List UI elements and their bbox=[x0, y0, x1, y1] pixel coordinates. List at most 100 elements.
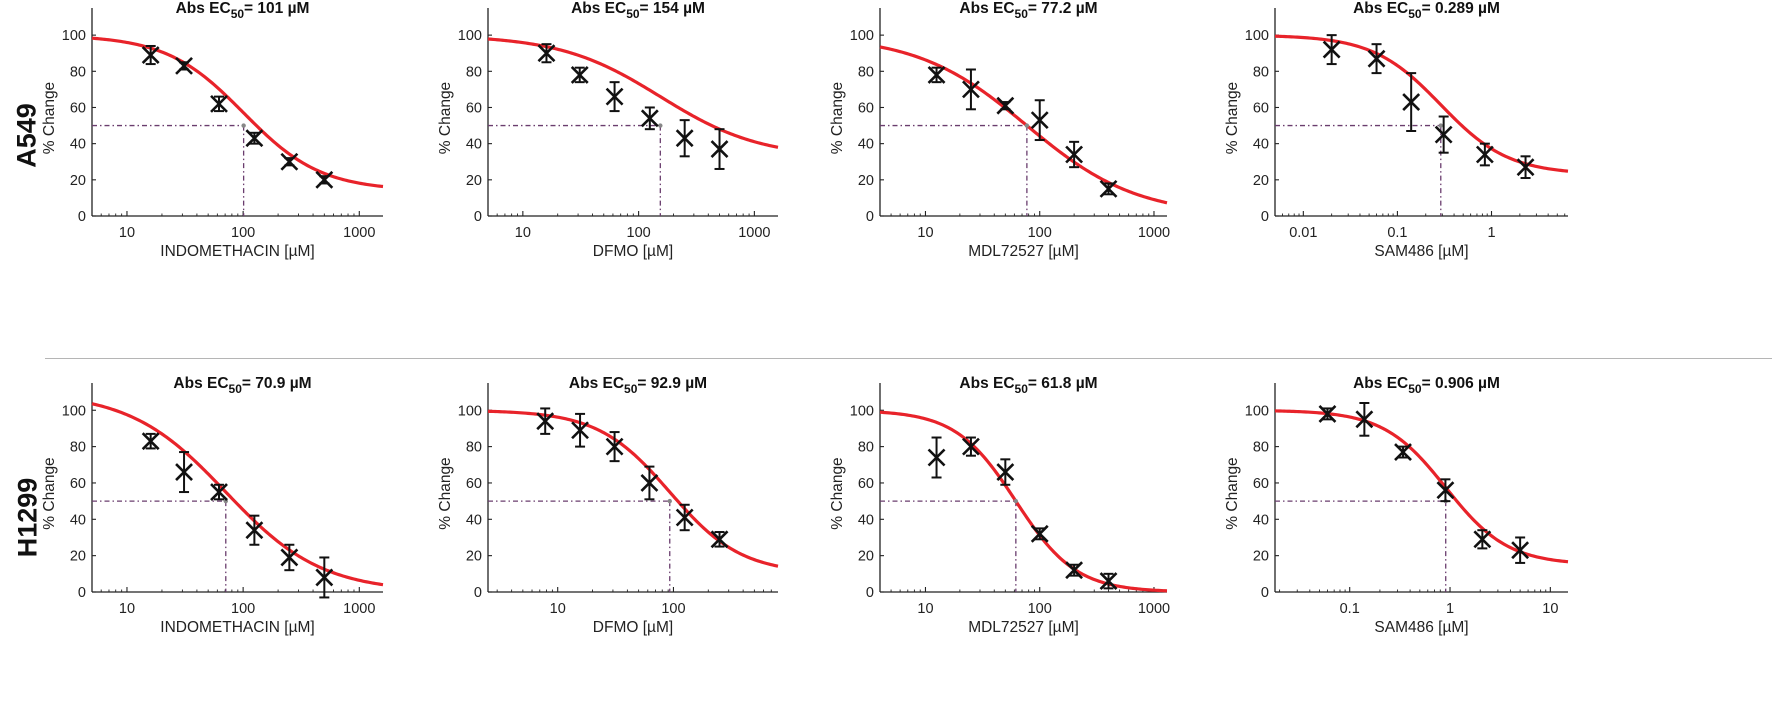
chart-8-marker-x bbox=[1394, 443, 1412, 461]
chart-2-xtick-label: 100 bbox=[627, 225, 651, 241]
chart-8-ytick-label: 80 bbox=[1253, 440, 1269, 456]
chart-2-fit-curve bbox=[487, 37, 779, 149]
chart-4-point-1 bbox=[1322, 34, 1341, 66]
chart-6-point-5 bbox=[675, 503, 694, 532]
chart-2-ytick-label: 40 bbox=[466, 137, 482, 153]
chart-4-point-6 bbox=[1516, 155, 1535, 180]
chart-1: 0 20 40 60 80 100 10 100 1000 INDOMETHACIN [µM] % … bbox=[41, 0, 384, 260]
chart-8-point-5 bbox=[1473, 529, 1492, 550]
chart-1-title-subscript: 50 bbox=[231, 7, 245, 21]
chart-1-title-prefix: Abs EC bbox=[176, 0, 231, 17]
chart-1-title-value: = 101 µM bbox=[244, 0, 309, 17]
chart-4-marker-x bbox=[1475, 145, 1494, 164]
chart-4-title: Abs EC50= 0.289 µM bbox=[1353, 0, 1500, 21]
chart-6-marker-x bbox=[710, 530, 729, 549]
chart-4-marker-x bbox=[1516, 158, 1535, 177]
chart-1-marker-x bbox=[210, 94, 228, 113]
chart-8-title: Abs EC50= 0.906 µM bbox=[1353, 375, 1500, 396]
chart-5-ytick-label: 40 bbox=[70, 512, 86, 528]
chart-3-point-5 bbox=[1065, 140, 1084, 169]
chart-4-ytick-label: 60 bbox=[1253, 100, 1269, 116]
chart-1-ylabel: % Change bbox=[41, 82, 58, 154]
chart-7-xtick-label: 100 bbox=[1028, 601, 1052, 617]
chart-3-point-1 bbox=[927, 66, 946, 84]
chart-3-fit-curve bbox=[879, 45, 1168, 205]
chart-1-point-2 bbox=[175, 56, 193, 75]
chart-3-point-3 bbox=[996, 96, 1015, 115]
chart-5-title-value: = 70.9 µM bbox=[242, 375, 312, 392]
chart-3-ytick-label: 80 bbox=[858, 64, 874, 80]
chart-4-marker-x bbox=[1322, 40, 1341, 59]
chart-3-point-6 bbox=[1099, 179, 1118, 198]
chart-2-ytick-label: 80 bbox=[466, 64, 482, 80]
chart-4-xtick-label: 1 bbox=[1487, 225, 1495, 241]
chart-3-title-prefix: Abs EC bbox=[959, 0, 1014, 17]
chart-7-ytick-label: 60 bbox=[858, 476, 874, 492]
row-divider bbox=[45, 358, 1772, 359]
chart-4-xtick-label: 0.01 bbox=[1289, 225, 1317, 241]
chart-4-ytick-label: 20 bbox=[1253, 173, 1269, 189]
chart-4-fit-curve bbox=[1274, 34, 1569, 173]
chart-2-marker-x bbox=[675, 129, 694, 148]
chart-1-marker-x bbox=[175, 56, 193, 75]
chart-2-ytick-label: 100 bbox=[458, 28, 482, 44]
chart-6-xtick-label: 100 bbox=[661, 601, 685, 617]
chart-3-ytick-label: 0 bbox=[866, 209, 874, 225]
chart-5-xtick-label: 1000 bbox=[343, 601, 375, 617]
chart-6-ytick-label: 40 bbox=[466, 512, 482, 528]
chart-2-marker-x bbox=[710, 140, 729, 158]
chart-5-marker-x bbox=[141, 432, 160, 451]
chart-3-marker-x bbox=[927, 66, 946, 84]
chart-2-title-subscript: 50 bbox=[626, 7, 640, 21]
chart-7-marker-x bbox=[962, 437, 980, 456]
chart-1-xtick-label: 1000 bbox=[343, 225, 375, 241]
chart-5-xlabel: INDOMETHACIN [µM] bbox=[160, 619, 314, 636]
chart-8-title-prefix: Abs EC bbox=[1353, 375, 1408, 392]
chart-3-xtick-label: 1000 bbox=[1138, 225, 1170, 241]
chart-8-fit-curve bbox=[1274, 409, 1569, 564]
chart-2: 0 20 40 60 80 100 10 100 1000 DFMO [µM] % Change Ab… bbox=[437, 0, 779, 260]
chart-8-xtick-label: 0.1 bbox=[1340, 601, 1360, 617]
chart-4-title-prefix: Abs EC bbox=[1353, 0, 1408, 17]
chart-8-point-2 bbox=[1355, 401, 1374, 437]
chart-7-ec50-marker bbox=[1013, 498, 1019, 504]
chart-5-ytick-label: 100 bbox=[62, 403, 86, 419]
chart-6-ytick-label: 80 bbox=[466, 440, 482, 456]
chart-6-title-subscript: 50 bbox=[624, 382, 638, 396]
chart-6-point-6 bbox=[710, 530, 729, 549]
chart-2-marker-x bbox=[605, 87, 624, 106]
chart-7-xlabel: MDL72527 [µM] bbox=[968, 619, 1079, 636]
chart-8-ylabel: % Change bbox=[1224, 457, 1241, 529]
chart-6-marker-x bbox=[536, 412, 555, 431]
chart-5-ytick-label: 60 bbox=[70, 476, 86, 492]
chart-7-fit-curve bbox=[879, 410, 1168, 593]
chart-5-point-5 bbox=[280, 543, 299, 572]
chart-6-title-value: = 92.9 µM bbox=[637, 375, 707, 392]
chart-3-marker-x bbox=[1099, 179, 1118, 198]
chart-1-marker-x bbox=[280, 152, 299, 171]
chart-7-ytick-label: 20 bbox=[858, 549, 874, 565]
chart-2-title-prefix: Abs EC bbox=[571, 0, 626, 17]
chart-2-xtick-label: 1000 bbox=[738, 225, 770, 241]
chart-8-point-6 bbox=[1511, 536, 1530, 564]
chart-2-point-4 bbox=[640, 106, 659, 131]
chart-6-fit-curve bbox=[487, 409, 779, 568]
chart-7-marker-x bbox=[1030, 524, 1049, 543]
chart-5-point-6 bbox=[315, 556, 334, 599]
chart-6-point-4 bbox=[640, 465, 659, 501]
chart-3-marker-x bbox=[1030, 111, 1049, 130]
chart-3-ytick-label: 20 bbox=[858, 173, 874, 189]
chart-4-xtick-label: 0.1 bbox=[1387, 225, 1407, 241]
chart-8-ytick-label: 60 bbox=[1253, 476, 1269, 492]
chart-6-point-1 bbox=[536, 407, 555, 435]
chart-6-marker-x bbox=[640, 474, 659, 492]
chart-5-marker-x bbox=[280, 548, 299, 567]
chart-3-ytick-label: 60 bbox=[858, 100, 874, 116]
chart-2-point-1 bbox=[537, 43, 556, 64]
chart-3-marker-x bbox=[996, 96, 1015, 115]
chart-3: 0 20 40 60 80 100 10 100 1000 MDL72527 [µM] % Chan… bbox=[829, 0, 1170, 260]
chart-5-title-prefix: Abs EC bbox=[173, 375, 228, 392]
chart-2-point-5 bbox=[675, 119, 694, 158]
chart-6-point-3 bbox=[605, 431, 624, 463]
chart-7-xtick-label: 1000 bbox=[1138, 601, 1170, 617]
